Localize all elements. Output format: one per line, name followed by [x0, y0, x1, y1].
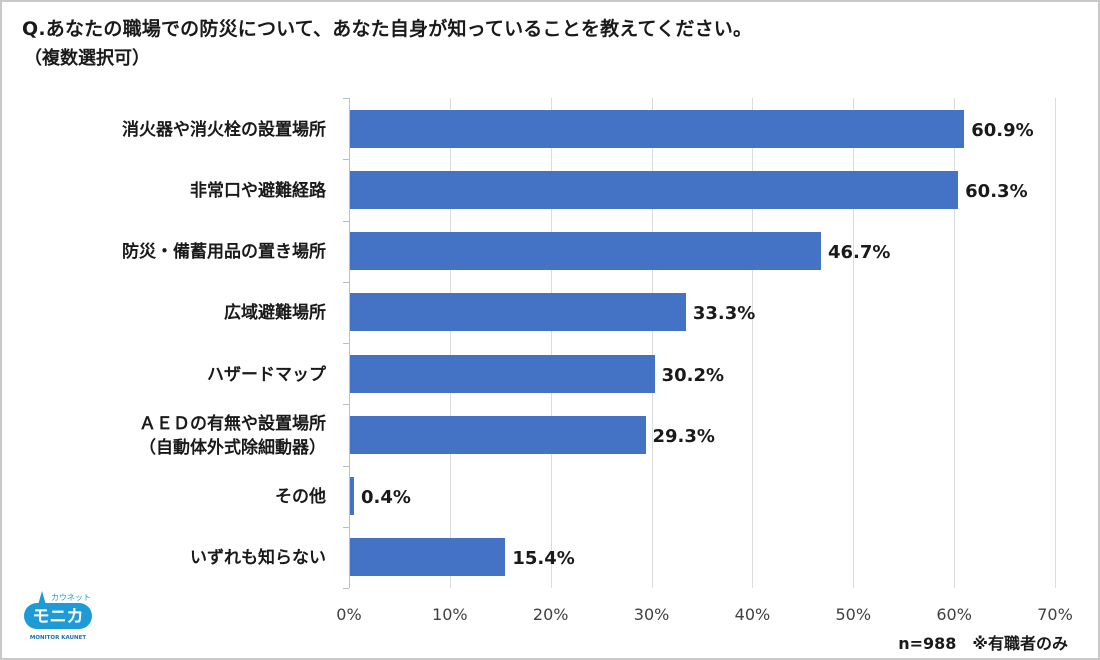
- category-label-line: いずれも知らない: [190, 548, 326, 569]
- chart-subtitle: （複数選択可）: [24, 48, 150, 69]
- chart-title: Q.あなたの職場での防災について、あなた自身が知っていることを教えてください。: [22, 18, 753, 40]
- category-label: 非常口や避難経路: [6, 179, 326, 203]
- gridline: [449, 98, 451, 588]
- category-tick: [343, 159, 349, 161]
- category-tick: [343, 588, 349, 589]
- category-label: ハザードマップ: [6, 363, 326, 387]
- svg-text:カウネット: カウネット: [51, 593, 91, 602]
- bar: [350, 232, 821, 271]
- x-tick-label: 30%: [633, 605, 670, 624]
- x-tick-label: 0%: [336, 605, 362, 624]
- bar-value-label: 0.4%: [361, 487, 411, 509]
- bar-value-label: 33.3%: [692, 303, 756, 325]
- bar: [350, 354, 655, 393]
- category-label-line: ＡＥＤの有無や設置場所: [139, 413, 326, 434]
- category-tick: [343, 281, 349, 283]
- svg-text:MONITOR KAUNET: MONITOR KAUNET: [30, 635, 87, 641]
- bar: [350, 415, 646, 454]
- bar-value-label: 15.4%: [512, 548, 575, 570]
- x-tick-label: 20%: [532, 605, 569, 624]
- category-tick: [343, 98, 349, 99]
- category-label: ＡＥＤの有無や設置場所 （自動体外式除細動器）: [6, 412, 326, 460]
- category-tick: [343, 404, 349, 406]
- gridline: [1055, 98, 1056, 588]
- logo-icon: カウネット モニカ MONITOR KAUNET: [24, 591, 92, 641]
- x-tick-label: 60%: [936, 605, 972, 624]
- y-axis-line: [349, 98, 350, 588]
- monica-logo: カウネット モニカ MONITOR KAUNET: [20, 587, 96, 645]
- category-label-line: 非常口や避難経路: [190, 180, 326, 201]
- category-tick: [343, 343, 349, 344]
- bar: [350, 477, 355, 516]
- category-label: 広域避難場所: [6, 301, 326, 325]
- x-tick-label: 10%: [432, 605, 468, 624]
- category-label-line: その他: [275, 487, 326, 508]
- svg-text:モニカ: モニカ: [33, 607, 84, 627]
- category-label-line: ハザードマップ: [207, 364, 326, 385]
- category-label: 防災・備蓄用品の置き場所: [6, 240, 326, 264]
- category-tick: [343, 526, 349, 528]
- gridline: [550, 98, 552, 588]
- gridline: [752, 98, 754, 588]
- bar: [350, 538, 506, 577]
- category-label-line: 防災・備蓄用品の置き場所: [122, 242, 326, 263]
- bar-value-label: 60.9%: [971, 119, 1034, 141]
- sample-note: n=988 ※有職者のみ: [898, 634, 1068, 653]
- bar: [350, 109, 965, 148]
- bar: [350, 293, 686, 332]
- gridline: [651, 98, 653, 588]
- category-label-line: 広域避難場所: [224, 303, 326, 324]
- x-tick-label: 70%: [1037, 605, 1073, 624]
- bar-value-label: 60.3%: [965, 180, 1028, 202]
- category-label: その他: [6, 485, 326, 509]
- bar-value-label: 46.7%: [828, 242, 891, 264]
- gridline: [954, 98, 956, 588]
- bar: [350, 170, 959, 209]
- category-tick: [343, 220, 349, 222]
- bar-value-label: 30.2%: [661, 364, 725, 386]
- category-tick: [343, 465, 349, 467]
- x-tick-label: 40%: [734, 605, 771, 624]
- category-label-line: （自動体外式除細動器）: [139, 437, 326, 458]
- bar-value-label: 29.3%: [652, 425, 715, 447]
- x-tick-label: 50%: [835, 605, 872, 624]
- category-label-line: 消火器や消火栓の設置場所: [122, 119, 326, 140]
- category-label: いずれも知らない: [6, 546, 326, 570]
- gridline: [853, 98, 855, 588]
- category-label: 消火器や消火栓の設置場所: [6, 118, 326, 142]
- plot-area: 60.9% 60.3% 46.7% 33.3% 30.2% 29.3% 0.4% 15.4%: [343, 98, 1056, 589]
